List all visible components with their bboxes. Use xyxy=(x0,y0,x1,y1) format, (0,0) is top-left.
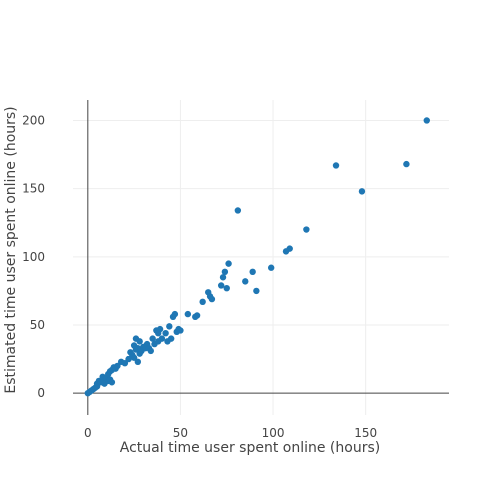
data-points xyxy=(84,117,430,397)
x-tick-label: 150 xyxy=(354,426,377,440)
y-tick-label: 200 xyxy=(22,113,45,127)
data-point xyxy=(225,260,232,267)
data-point xyxy=(171,310,179,318)
data-point xyxy=(249,268,256,276)
data-point xyxy=(156,325,164,333)
data-point xyxy=(423,117,430,124)
data-point xyxy=(253,287,260,295)
x-tick-label: 0 xyxy=(84,426,92,440)
data-point xyxy=(136,338,143,345)
y-axis-title: Estimated time user spent online (hours) xyxy=(3,106,19,393)
axes xyxy=(73,100,449,415)
data-point xyxy=(134,358,142,366)
data-point xyxy=(149,335,156,342)
data-point xyxy=(217,282,225,289)
data-point xyxy=(242,278,249,285)
data-point xyxy=(208,295,216,303)
data-point xyxy=(223,284,230,292)
data-point xyxy=(286,245,293,252)
grid-lines xyxy=(73,100,449,415)
data-point xyxy=(193,312,201,319)
y-tick-label: 150 xyxy=(22,182,45,196)
data-point xyxy=(130,354,138,361)
data-point xyxy=(108,379,116,386)
data-point xyxy=(147,347,154,355)
x-axis-title: Actual time user spent online (hours) xyxy=(120,440,380,456)
x-tick-label: 50 xyxy=(173,426,188,440)
y-tick-label: 0 xyxy=(37,386,45,400)
data-point xyxy=(184,310,192,318)
y-tick-label: 50 xyxy=(30,318,45,332)
data-point xyxy=(167,335,175,342)
data-point xyxy=(114,362,121,370)
data-point xyxy=(221,268,229,276)
tick-labels: 0 50 100 150 0 50 100 150 200 xyxy=(22,113,377,440)
data-point xyxy=(177,327,184,334)
data-point xyxy=(219,274,227,281)
y-tick-label: 100 xyxy=(22,250,45,264)
data-point xyxy=(303,226,310,233)
data-point xyxy=(125,355,132,363)
data-point xyxy=(403,160,410,168)
data-point xyxy=(332,162,340,169)
data-point xyxy=(267,264,275,271)
data-point xyxy=(162,329,169,337)
data-point xyxy=(199,298,206,306)
data-point xyxy=(358,188,366,195)
data-point xyxy=(158,335,166,342)
data-point xyxy=(234,207,242,214)
data-point xyxy=(166,323,173,330)
x-tick-label: 100 xyxy=(262,426,285,440)
data-point xyxy=(121,359,129,367)
